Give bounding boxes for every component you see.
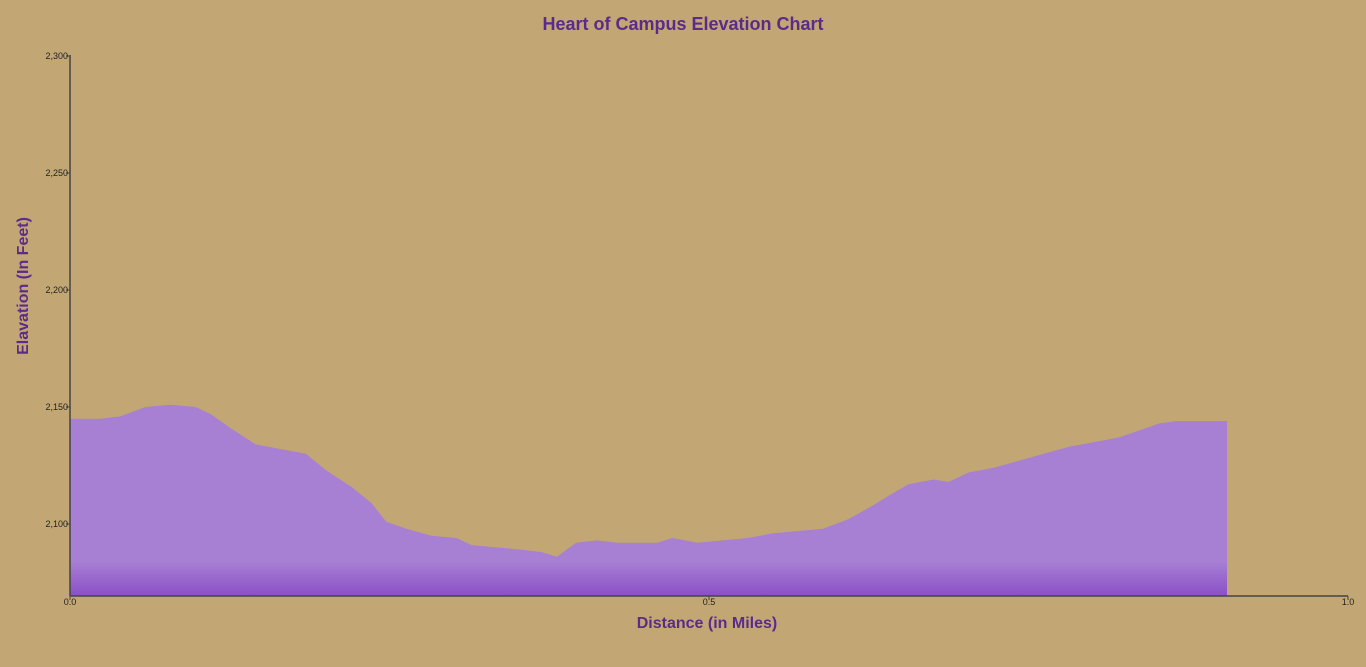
y-tick-label: 2,150 [45,402,68,412]
x-tick-label: 0.5 [703,597,716,607]
elevation-area [70,404,1227,596]
y-tick-label: 2,300 [45,51,68,61]
x-tick-label: 1.0 [1342,597,1355,607]
chart-title: Heart of Campus Elevation Chart [542,14,823,34]
y-tick-label: 2,100 [45,519,68,529]
x-tick-label: 0.0 [64,597,77,607]
y-axis-label: Elavation (In Feet) [15,217,32,355]
x-axis-label: Distance (in Miles) [637,615,777,632]
y-tick-label: 2,250 [45,168,68,178]
y-ticks: 2,100 2,150 2,200 2,250 2,300 [45,51,70,529]
y-tick-label: 2,200 [45,285,68,295]
area-layer [70,404,1227,596]
x-ticks: 0.0 0.5 1.0 [64,596,1355,607]
